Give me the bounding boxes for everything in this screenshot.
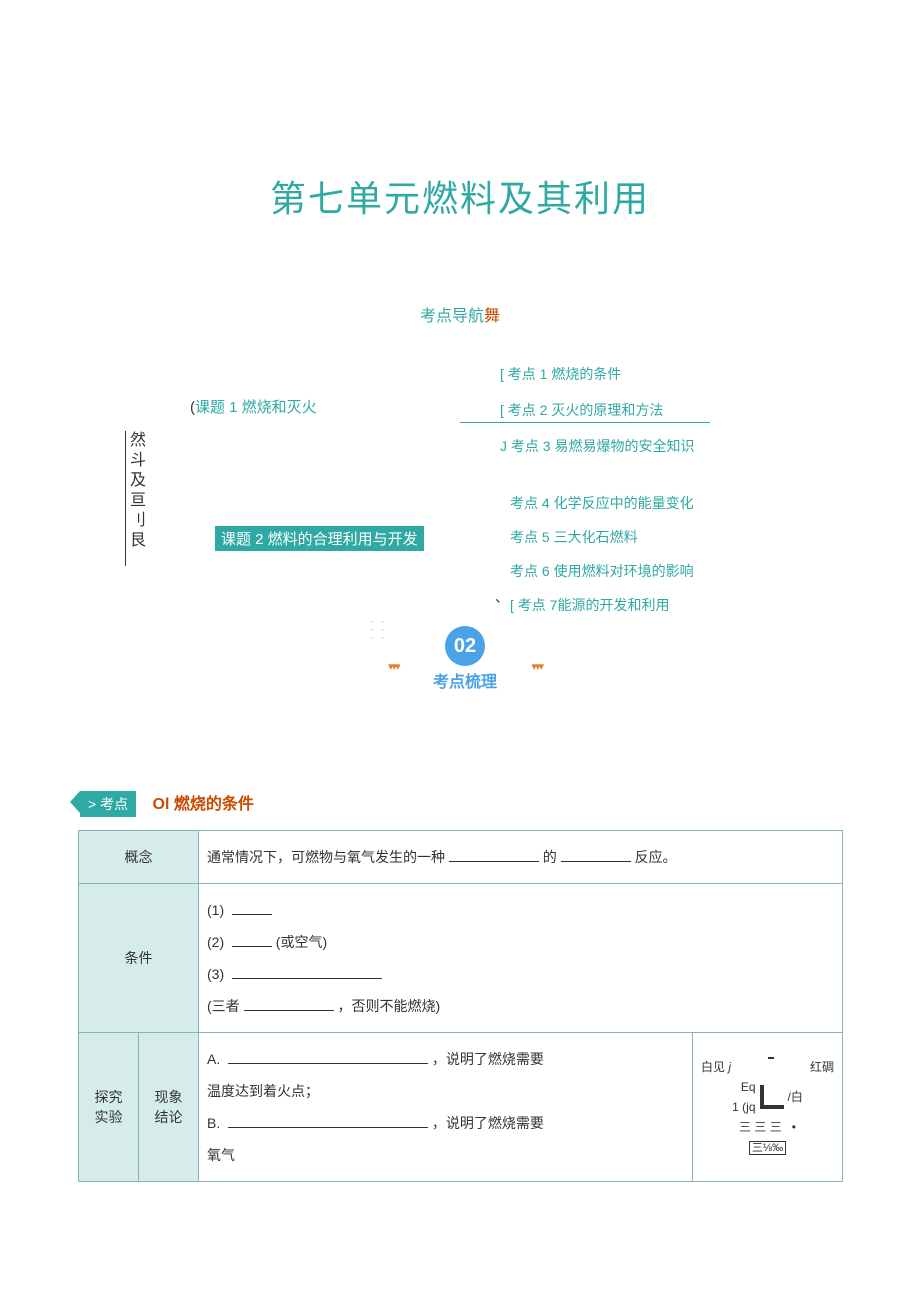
text-fragment: (2): [207, 934, 224, 950]
diagram-label-j: j: [728, 1060, 731, 1074]
fill-blank[interactable]: [232, 965, 382, 979]
row-header-concept: 概念: [79, 831, 199, 884]
fill-blank[interactable]: [228, 1050, 428, 1064]
fill-blank[interactable]: [561, 848, 631, 862]
text-fragment: 通常情况下，可燃物与氧气发生的一种: [207, 849, 445, 865]
diagram-label-dot: •: [792, 1120, 796, 1134]
conditions-content: (1) (2) (或空气) (3) (三者 ，否则不能燃烧): [199, 884, 843, 1033]
vlabel-char: 艮: [130, 531, 145, 551]
text-fragment: ，说明了燃烧需要: [432, 1051, 544, 1067]
concept-content: 通常情况下，可燃物与氧气发生的一种 的 反应。: [199, 831, 843, 884]
topic-2: 课题 2 燃料的合理利用与开发: [215, 526, 424, 551]
text-fragment: ，说明了燃烧需要: [432, 1115, 544, 1131]
kp-item-6: 考点 6 使用燃料对环境的影响: [510, 554, 694, 588]
text-fragment: 实验: [87, 1107, 130, 1127]
kp-group-2: 考点 4 化学反应中的能量变化 考点 5 三大化石燃料 考点 6 使用燃料对环境…: [510, 486, 694, 622]
diagram-label-1jq: 1 (jq: [732, 1100, 755, 1114]
diagram-label-eq: Eq: [741, 1080, 756, 1094]
text-fragment: B.: [207, 1115, 220, 1131]
nav-heading: 考点导航舞: [0, 302, 920, 326]
kp-item-4: 考点 4 化学反应中的能量变化: [510, 486, 694, 520]
text-fragment: 温度达到着火点；: [207, 1075, 684, 1107]
badge-flag-left-icon: ▾▾▾: [388, 660, 399, 673]
page-title: 第七单元燃料及其利用: [0, 0, 920, 222]
text-fragment: (1): [207, 902, 224, 918]
fill-blank[interactable]: [449, 848, 539, 862]
vlabel-char: 斗: [130, 451, 145, 471]
text-fragment: 反应。: [635, 849, 677, 865]
fill-blank[interactable]: [232, 933, 272, 947]
diagram-mark: [768, 1057, 774, 1059]
text-fragment: A.: [207, 1051, 220, 1067]
row-header-conditions: 条件: [79, 884, 199, 1033]
kp-item-3: J 考点 3 易燃易爆物的安全知识: [500, 428, 694, 464]
text-fragment: 氧气: [207, 1139, 684, 1171]
diagram-label-box: 三⅛‰: [749, 1141, 786, 1155]
vlabel-char: 及: [130, 471, 145, 491]
experiment-content: A. ，说明了燃烧需要 温度达到着火点； B. ，说明了燃烧需要 氧气: [199, 1033, 693, 1182]
diagram-label-bai: /白: [788, 1087, 803, 1107]
kp-item-2: [ 考点 2 灭火的原理和方法: [500, 392, 694, 428]
text-fragment: 的: [543, 849, 557, 865]
vertical-unit-label: 然 斗 及 亘 刂 艮: [125, 431, 145, 566]
diagram-label-baijian: 白见: [701, 1060, 725, 1074]
text-fragment: (三者: [207, 998, 240, 1014]
experiment-diagram: 白见 j 红碉 Eq 1 (jq /白 三 三 三 • 三⅛‰: [693, 1033, 843, 1182]
text-fragment: ，否则不能燃烧): [337, 998, 440, 1014]
topic-1: (课题 1 燃烧和灭火: [190, 396, 317, 417]
fill-blank[interactable]: [244, 997, 334, 1011]
kp-item-1: [ 考点 1 燃烧的条件: [500, 356, 694, 392]
vlabel-char: 然: [130, 431, 145, 451]
combustion-table: 概念 通常情况下，可燃物与氧气发生的一种 的 反应。 条件 (1) (2) (或…: [78, 830, 843, 1182]
badge-number: 02: [445, 626, 485, 666]
kp-item-5: 考点 5 三大化石燃料: [510, 520, 694, 554]
section-heading: > 考点 Ol 燃烧的条件: [80, 790, 254, 817]
table-row: 概念 通常情况下，可燃物与氧气发生的一种 的 反应。: [79, 831, 843, 884]
text-fragment: 探究: [87, 1087, 130, 1107]
badge-decoration-dots: : :: :: [370, 621, 385, 637]
vlabel-char: 刂: [130, 511, 145, 531]
diagram-l-shape-icon: [760, 1085, 784, 1109]
row-header-phenomenon: 现象 结论: [139, 1033, 199, 1182]
kp-item-7: [ 考点 7能源的开发和利用: [510, 588, 694, 622]
section-badge: : :: : 02 ▾▾▾ ▾▾▾ 考点梳理: [380, 626, 550, 692]
text-fragment: 结论: [147, 1107, 190, 1127]
text-fragment: (3): [207, 966, 224, 982]
badge-flag-right-icon: ▾▾▾: [531, 660, 542, 673]
diagram-label-triple: 三 三 三: [739, 1120, 782, 1134]
table-row: 探究 实验 现象 结论 A. ，说明了燃烧需要 温度达到着火点； B. ，说明了…: [79, 1033, 843, 1182]
table-row: 条件 (1) (2) (或空气) (3) (三者 ，否则不能燃烧): [79, 884, 843, 1033]
badge-text: 考点梳理: [380, 668, 550, 692]
text-fragment: (或空气): [276, 934, 327, 950]
section-tag: > 考点: [80, 791, 136, 817]
topic1-text: 课题 1 燃烧和灭火: [195, 399, 317, 416]
row-header-experiment: 探究 实验: [79, 1033, 139, 1182]
fill-blank[interactable]: [228, 1114, 428, 1128]
vlabel-char: 亘: [130, 491, 145, 511]
diagram-label-hongli: 红碉: [810, 1057, 834, 1077]
nav-heading-suffix: 舞: [484, 308, 500, 325]
text-fragment: 现象: [147, 1087, 190, 1107]
nav-heading-prefix: 考点导航: [420, 308, 484, 325]
section-title: Ol 燃烧的条件: [153, 790, 254, 814]
kp-group-1: [ 考点 1 燃烧的条件 [ 考点 2 灭火的原理和方法 J 考点 3 易燃易爆…: [500, 356, 694, 464]
topic-tree: 然 斗 及 亘 刂 艮 (课题 1 燃烧和灭火 课题 2 燃料的合理利用与开发 …: [0, 336, 920, 636]
fill-blank[interactable]: [232, 901, 272, 915]
separator-dot: 、: [495, 587, 509, 607]
